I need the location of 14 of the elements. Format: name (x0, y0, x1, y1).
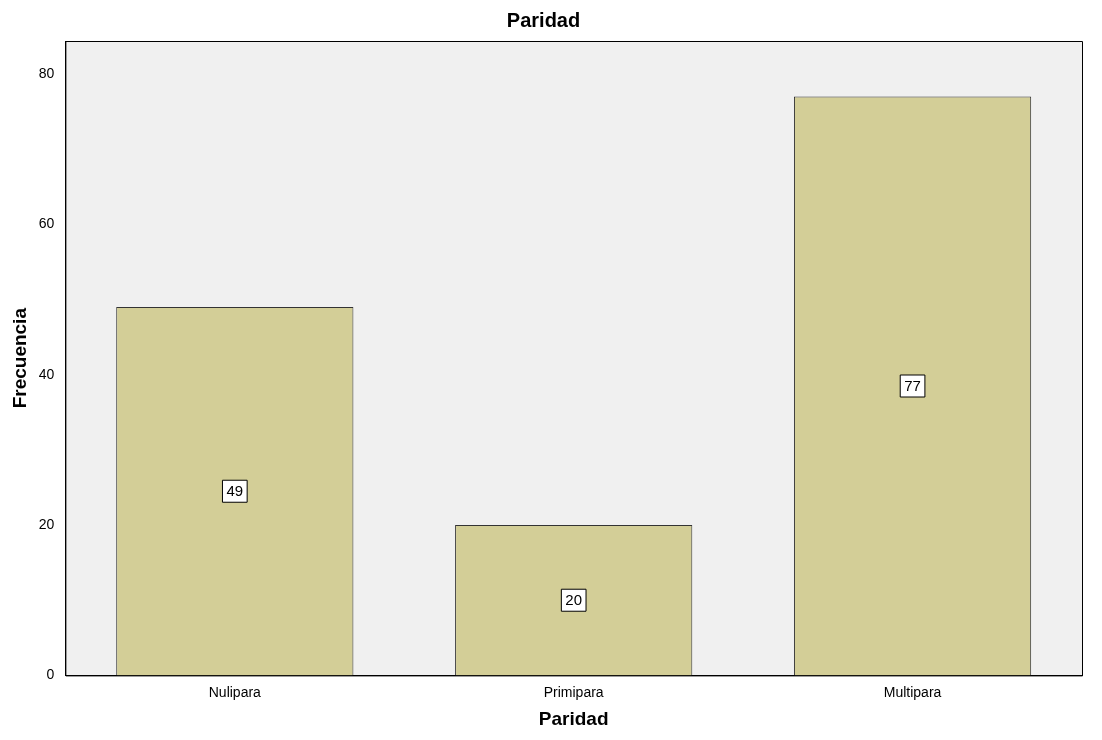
chart-title: Paridad (506, 8, 581, 31)
y-tick-label: 60 (38, 215, 55, 232)
data-label: 77 (904, 377, 921, 395)
x-tick-label: Multipara (883, 683, 942, 700)
y-axis-title: Frecuencia (8, 307, 30, 409)
data-label: 49 (226, 482, 244, 500)
x-tick-label: Primipara (543, 683, 604, 700)
y-tick-label: 0 (46, 666, 55, 683)
x-tick-label: Nulipara (208, 683, 262, 700)
x-axis-title: Paridad (538, 707, 609, 729)
y-tick-label: 20 (38, 515, 55, 532)
y-tick-label: 40 (38, 365, 55, 382)
data-label: 20 (565, 591, 583, 609)
y-tick-label: 80 (38, 64, 55, 81)
